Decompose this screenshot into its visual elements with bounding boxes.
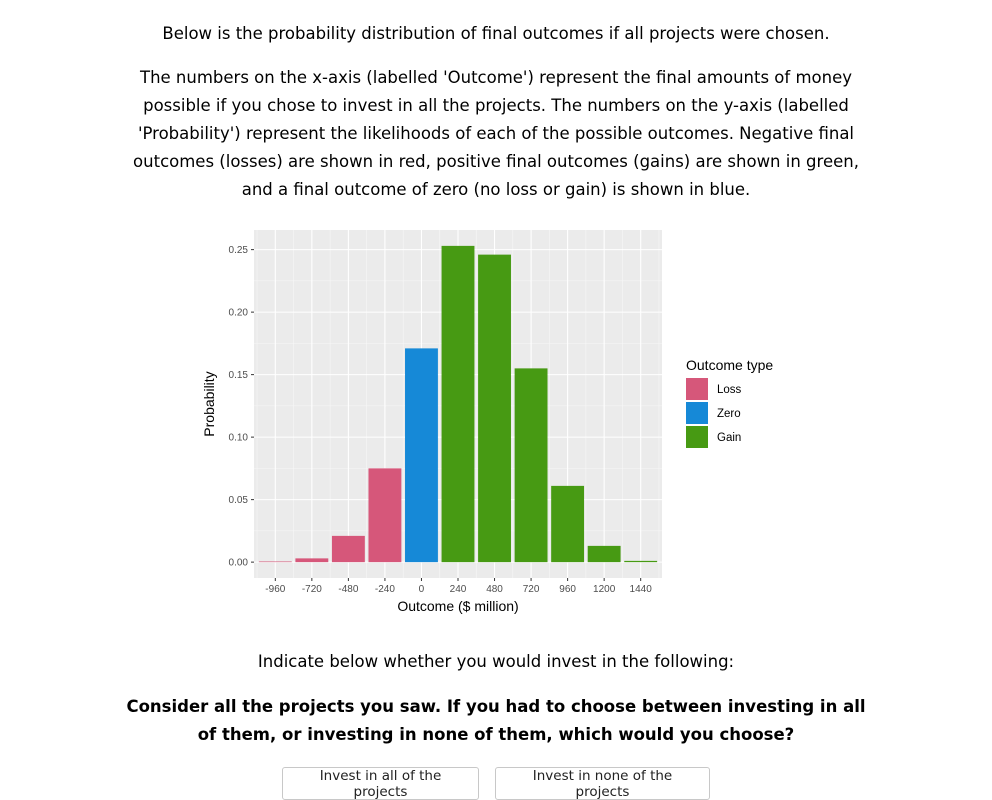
y-tick-label: 0.05 (229, 495, 249, 506)
x-tick-label: 720 (523, 584, 540, 595)
legend-swatch-loss (686, 378, 708, 400)
bar-loss (368, 468, 402, 563)
legend-label-loss: Loss (717, 384, 742, 396)
x-axis-label: Outcome ($ million) (397, 598, 518, 614)
invest-all-button[interactable]: Invest in all of the projects (282, 767, 479, 800)
x-tick-label: 0 (419, 584, 425, 595)
y-tick-label: 0.10 (229, 433, 249, 444)
question-text: Consider all the projects you saw. If yo… (126, 697, 866, 744)
bar-gain (551, 485, 585, 563)
x-axis: -960 -720 -480 -240 0 240 480 720 960 1200 1440 (265, 578, 652, 595)
x-tick-label: -480 (338, 584, 358, 595)
y-tick-label: 0.15 (229, 370, 249, 381)
bar-gain (478, 254, 511, 563)
bar-gain (441, 245, 475, 563)
x-tick-label: 1440 (630, 584, 653, 595)
x-tick-label: 240 (450, 584, 467, 595)
legend-swatch-gain (686, 426, 708, 448)
bar-loss (295, 558, 329, 563)
y-axis: 0.00 0.05 0.10 0.15 0.20 0.25 (229, 245, 254, 569)
legend-label-zero: Zero (717, 408, 741, 420)
y-axis-label: Probability (201, 371, 217, 436)
bar-loss (331, 535, 365, 563)
bar-loss (258, 561, 292, 563)
instruction-text: Indicate below whether you would invest … (257, 652, 735, 671)
x-tick-label: -960 (265, 584, 285, 595)
intro-text: Below is the probability distribution of… (162, 24, 830, 43)
description-text: The numbers on the x-axis (labelled 'Out… (133, 68, 859, 199)
legend: Outcome type Loss Zero Gain (686, 357, 773, 448)
probability-chart: 0.00 0.05 0.10 0.15 0.20 0.25 -960 -720 -480 -24… (201, 230, 773, 614)
y-tick-label: 0.25 (229, 245, 249, 256)
y-tick-label: 0.00 (229, 558, 249, 569)
legend-swatch-zero (686, 402, 708, 424)
bar-gain (624, 560, 658, 563)
bar-gain (587, 545, 621, 563)
x-tick-label: 1200 (593, 584, 616, 595)
legend-title: Outcome type (686, 357, 773, 373)
x-tick-label: -240 (375, 584, 395, 595)
x-tick-label: -720 (302, 584, 322, 595)
y-tick-label: 0.20 (229, 308, 249, 319)
x-tick-label: 480 (486, 584, 503, 595)
legend-label-gain: Gain (717, 432, 741, 444)
bar-zero (405, 348, 438, 563)
invest-none-button[interactable]: Invest in none of the projects (495, 767, 710, 800)
x-tick-label: 960 (559, 584, 576, 595)
bar-gain (514, 368, 548, 563)
bars (258, 245, 658, 563)
